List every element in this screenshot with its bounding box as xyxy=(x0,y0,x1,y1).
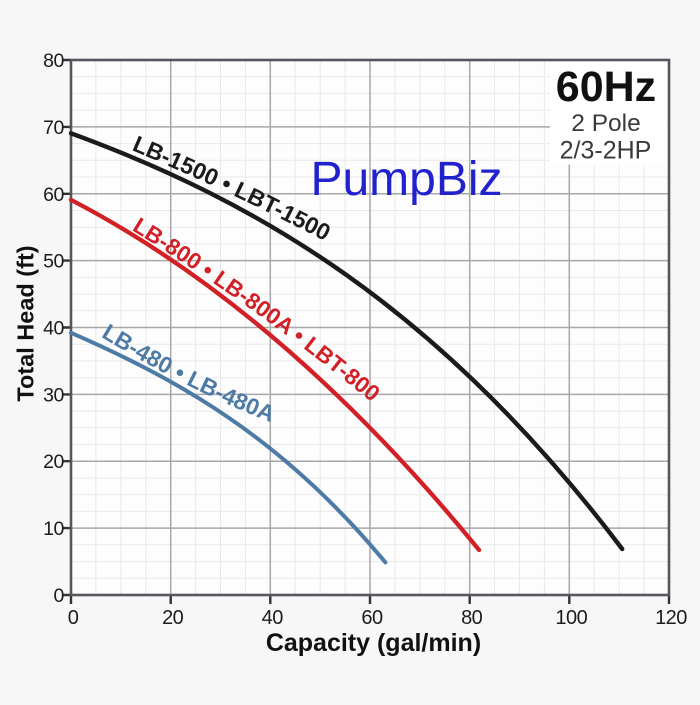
svg-text:Total Head (ft): Total Head (ft) xyxy=(13,245,39,401)
svg-text:PumpBiz: PumpBiz xyxy=(310,153,502,206)
svg-text:50: 50 xyxy=(43,251,64,273)
svg-text:80: 80 xyxy=(461,607,483,629)
svg-text:30: 30 xyxy=(43,384,64,406)
svg-text:70: 70 xyxy=(43,117,64,139)
svg-text:20: 20 xyxy=(43,451,64,473)
svg-text:Capacity (gal/min): Capacity (gal/min) xyxy=(266,629,481,657)
svg-text:60Hz: 60Hz xyxy=(556,63,656,111)
svg-text:120: 120 xyxy=(655,607,687,629)
svg-text:80: 80 xyxy=(43,50,64,72)
svg-text:60: 60 xyxy=(361,607,383,629)
svg-text:10: 10 xyxy=(43,518,64,540)
svg-text:2/3-2HP: 2/3-2HP xyxy=(560,137,652,165)
svg-text:20: 20 xyxy=(162,607,184,629)
svg-text:0: 0 xyxy=(54,585,65,607)
svg-text:0: 0 xyxy=(68,607,79,629)
svg-text:40: 40 xyxy=(262,607,284,629)
svg-text:60: 60 xyxy=(43,184,64,206)
svg-text:40: 40 xyxy=(43,318,64,340)
svg-text:100: 100 xyxy=(555,607,587,629)
svg-text:2 Pole: 2 Pole xyxy=(571,110,640,137)
